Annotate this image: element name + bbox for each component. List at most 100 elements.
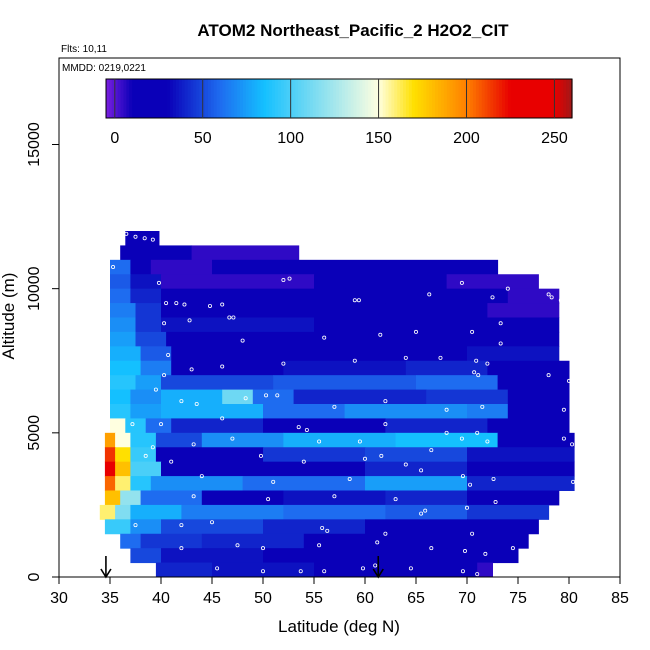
heatmap-cell	[222, 389, 254, 405]
colorbar-band	[172, 79, 177, 118]
heatmap-cell	[140, 533, 203, 549]
colorbar-band	[417, 79, 422, 118]
colorbar-band	[411, 79, 416, 118]
colorbar-band	[269, 79, 273, 118]
colorbar-band	[379, 79, 384, 118]
sample-marker	[275, 393, 280, 398]
heatmap-cell	[365, 461, 468, 477]
sample-marker	[474, 358, 479, 363]
sample-marker	[546, 373, 551, 378]
colorbar-band	[184, 79, 189, 118]
heatmap-cell	[135, 317, 162, 333]
sample-marker	[264, 393, 269, 398]
colorbar-band	[560, 79, 564, 118]
colorbar-band	[111, 79, 116, 118]
heatmap-cell	[140, 360, 172, 376]
sample-marker	[207, 303, 212, 308]
colorbar-band	[315, 79, 320, 118]
colorbar-band	[496, 79, 500, 118]
sample-marker	[429, 546, 434, 551]
colorbar-band	[446, 79, 451, 118]
colorbar-band	[129, 79, 133, 118]
heatmap-cell	[104, 476, 116, 491]
sample-marker	[427, 292, 432, 297]
sample-marker	[162, 321, 167, 326]
sample-marker	[220, 416, 225, 421]
heatmap-cell	[115, 447, 131, 463]
sample-marker	[332, 494, 337, 499]
colorbar-band	[569, 79, 573, 118]
colorbar-band	[152, 79, 157, 118]
heatmap-cell	[110, 389, 131, 405]
heatmap-cell	[130, 259, 152, 275]
heatmap-cell	[405, 360, 488, 376]
colorbar-band	[301, 79, 305, 118]
heatmap-cell	[365, 331, 488, 347]
sample-marker	[561, 436, 566, 441]
sample-marker	[220, 302, 225, 307]
sample-marker	[189, 367, 194, 372]
colorbar-band	[371, 79, 375, 118]
colorbar-band	[108, 79, 113, 118]
heatmap-cell	[385, 504, 468, 520]
sample-marker	[158, 422, 163, 427]
heatmap-cell	[110, 259, 131, 275]
colorbar-band	[298, 79, 302, 118]
sample-marker	[383, 399, 388, 404]
colorbar-band	[394, 79, 398, 118]
colorbar-band	[400, 79, 404, 118]
sample-marker	[133, 234, 138, 239]
heatmap-cell	[130, 519, 162, 535]
heatmap-cell	[120, 490, 142, 506]
sample-marker	[182, 302, 187, 307]
sample-marker	[352, 358, 357, 363]
heatmap-cell	[201, 533, 305, 549]
colorbar-band	[193, 79, 197, 118]
sample-marker	[150, 237, 155, 242]
heatmap-cell	[344, 288, 509, 304]
sample-marker	[320, 525, 325, 530]
sample-marker	[485, 361, 490, 366]
heatmap-cell	[110, 375, 136, 391]
colorbar-band	[106, 79, 110, 118]
sample-marker	[317, 543, 322, 548]
sample-markers	[105, 231, 576, 577]
sample-marker	[301, 459, 306, 464]
sample-marker	[153, 387, 158, 392]
colorbar-band	[202, 79, 206, 118]
heatmap-cell	[110, 317, 136, 333]
x-tick-label: 30	[50, 590, 68, 607]
heatmap-cell	[487, 303, 560, 318]
colorbar-band	[356, 79, 360, 118]
heatmap-cell	[130, 432, 157, 448]
x-tick-label: 65	[407, 590, 425, 607]
flights-annotation: Flts: 10,11	[61, 44, 107, 55]
heatmap-cell	[104, 519, 131, 535]
heatmap-cell	[135, 331, 167, 347]
heatmap-cell	[104, 447, 116, 463]
sample-marker	[209, 520, 214, 525]
colorbar-band	[149, 79, 154, 118]
heatmap-cell	[161, 317, 315, 333]
sample-marker	[505, 286, 510, 291]
heatmap-cell	[365, 519, 468, 535]
colorbar-band	[280, 79, 285, 118]
sample-marker	[133, 523, 138, 528]
colorbar-band	[490, 79, 494, 118]
sample-marker	[493, 500, 498, 505]
colorbar-band	[114, 79, 119, 118]
sample-marker	[332, 404, 337, 409]
colorbar-band	[140, 79, 145, 118]
colorbar-band	[362, 79, 366, 118]
heatmap-cell	[130, 504, 182, 520]
sample-marker	[230, 436, 235, 441]
colorbar-band	[542, 79, 547, 118]
colorbar-band	[123, 79, 127, 118]
heatmap-cell	[385, 303, 488, 318]
heatmap-cell	[110, 274, 131, 290]
sample-marker	[287, 276, 292, 281]
colorbar-band	[225, 79, 229, 118]
colorbar-band	[213, 79, 218, 118]
dates-annotation: MMDD: 0219,0221	[62, 63, 146, 74]
plot-frame	[58, 57, 621, 578]
